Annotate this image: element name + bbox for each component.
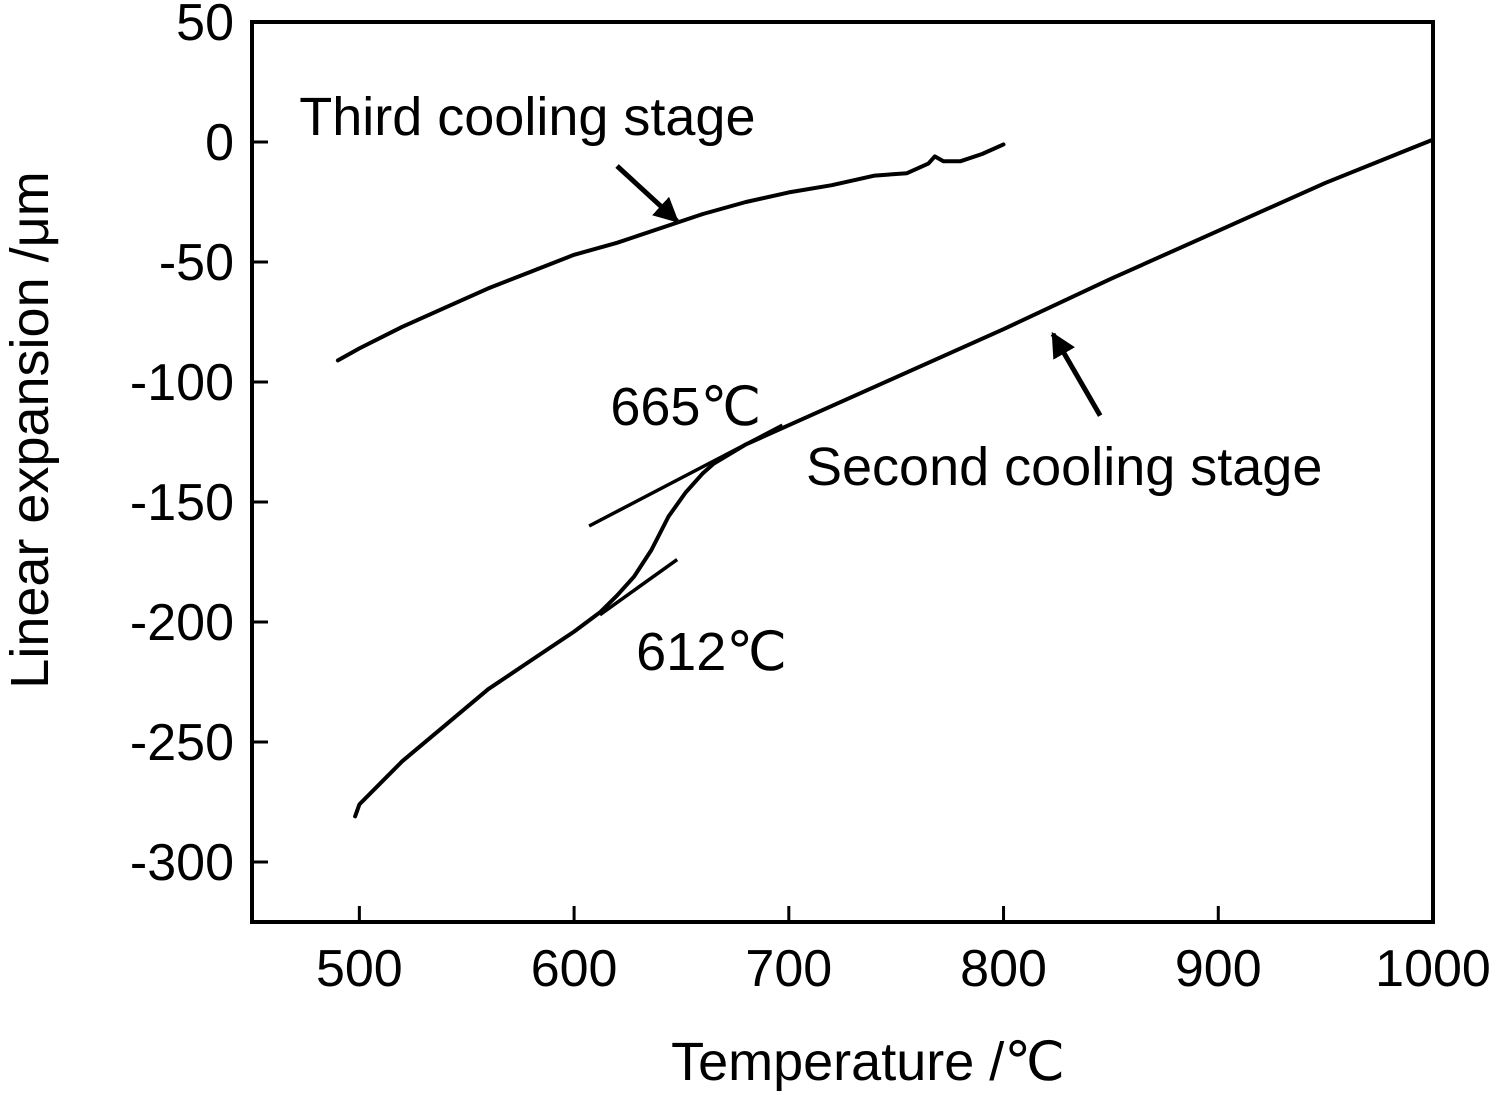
y-tick-label-6: -250	[130, 714, 234, 772]
x-tick-label-5: 1000	[1375, 940, 1491, 998]
x-tick-label-2: 700	[745, 940, 832, 998]
annotation-label-0: Third cooling stage	[299, 87, 755, 147]
x-axis-title: Temperature /℃	[671, 1032, 1065, 1092]
x-tick-label-4: 900	[1175, 940, 1262, 998]
series-line-1	[353, 137, 1435, 819]
y-tick-label-1: 0	[205, 114, 234, 172]
y-tick-label-2: -50	[159, 234, 234, 292]
annotation-arrow-1	[1050, 331, 1103, 417]
x-axis-ticks: 500 600 700 800 900 1000	[316, 906, 1491, 998]
annotation-label-3: 612℃	[636, 622, 787, 682]
tangent-line-0	[588, 423, 784, 528]
tangent-line-1	[598, 558, 679, 617]
annotation-label-2: 665℃	[610, 377, 761, 437]
tangent-layer	[588, 423, 784, 617]
x-tick-label-0: 500	[316, 940, 403, 998]
plot-frame	[250, 20, 1435, 924]
y-axis-ticks: 50 0 -50 -100 -150 -200 -250 -300	[130, 0, 268, 892]
x-tick-label-1: 600	[531, 940, 618, 998]
series-layer	[335, 137, 1435, 819]
y-tick-label-4: -150	[130, 474, 234, 532]
y-tick-label-0: 50	[176, 0, 234, 52]
x-tick-label-3: 800	[960, 940, 1047, 998]
annotation-layer: Third cooling stage Second cooling stage 6…	[299, 87, 1322, 682]
annotation-label-1: Second cooling stage	[806, 437, 1322, 497]
y-tick-label-3: -100	[130, 354, 234, 412]
series-line-0	[335, 142, 1006, 363]
y-tick-label-5: -200	[130, 594, 234, 652]
annotation-arrow-0	[615, 164, 680, 224]
y-tick-label-7: -300	[130, 834, 234, 892]
y-axis-title: Linear expansion /μm	[0, 171, 60, 688]
arrow-layer	[615, 164, 1103, 417]
